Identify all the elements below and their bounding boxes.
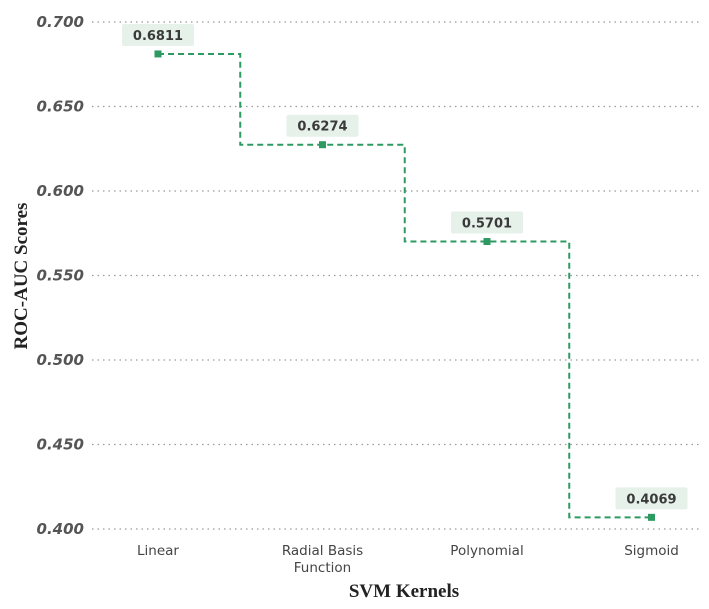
series-line	[158, 52, 652, 519]
x-tick-label: Radial Basis Function	[282, 543, 363, 576]
data-label-background	[615, 487, 688, 510]
data-label-text: 0.4069	[626, 492, 676, 507]
data-point	[483, 238, 491, 246]
data-label: 0.5701	[451, 211, 523, 234]
data-point	[648, 513, 655, 521]
x-tick-label: Sigmoid	[624, 543, 679, 559]
data-labels: 0.6811 0.6274 0.5701 0.4069	[122, 23, 688, 510]
grid-lines	[92, 21, 700, 530]
y-tick-label: 0.550	[37, 267, 84, 285]
y-tick-label: 0.700	[37, 13, 84, 31]
data-label: 0.6274	[286, 114, 359, 137]
data-label-background	[286, 114, 359, 137]
y-tick-label: 0.650	[37, 98, 84, 116]
data-point	[154, 50, 162, 58]
y-tick-label: 0.400	[37, 520, 84, 538]
data-label-background	[122, 23, 194, 46]
y-tick-label: 0.500	[37, 351, 84, 369]
data-label: 0.4069	[615, 487, 688, 510]
data-point	[319, 141, 326, 149]
data-label-text: 0.6274	[297, 120, 347, 135]
x-tick-label: Polynomial	[450, 543, 523, 559]
y-tick-label: 0.600	[37, 182, 84, 200]
data-label-text: 0.6811	[133, 29, 183, 44]
x-tick-label: Linear	[137, 543, 179, 559]
y-axis-title: ROC-AUC Scores	[11, 203, 32, 350]
series-roc-auc	[154, 50, 655, 521]
y-axis-ticks: 0.700 0.650 0.600 0.550 0.500 0.450 0.400	[37, 13, 84, 538]
data-label-background	[451, 211, 523, 234]
y-tick-label: 0.450	[37, 436, 84, 454]
x-axis-ticks: Linear Radial Basis Function Polynomial Sigm…	[137, 543, 679, 576]
data-label-text: 0.5701	[462, 217, 512, 232]
x-axis-title: SVM Kernels	[349, 581, 459, 602]
data-label: 0.6811	[122, 23, 194, 46]
